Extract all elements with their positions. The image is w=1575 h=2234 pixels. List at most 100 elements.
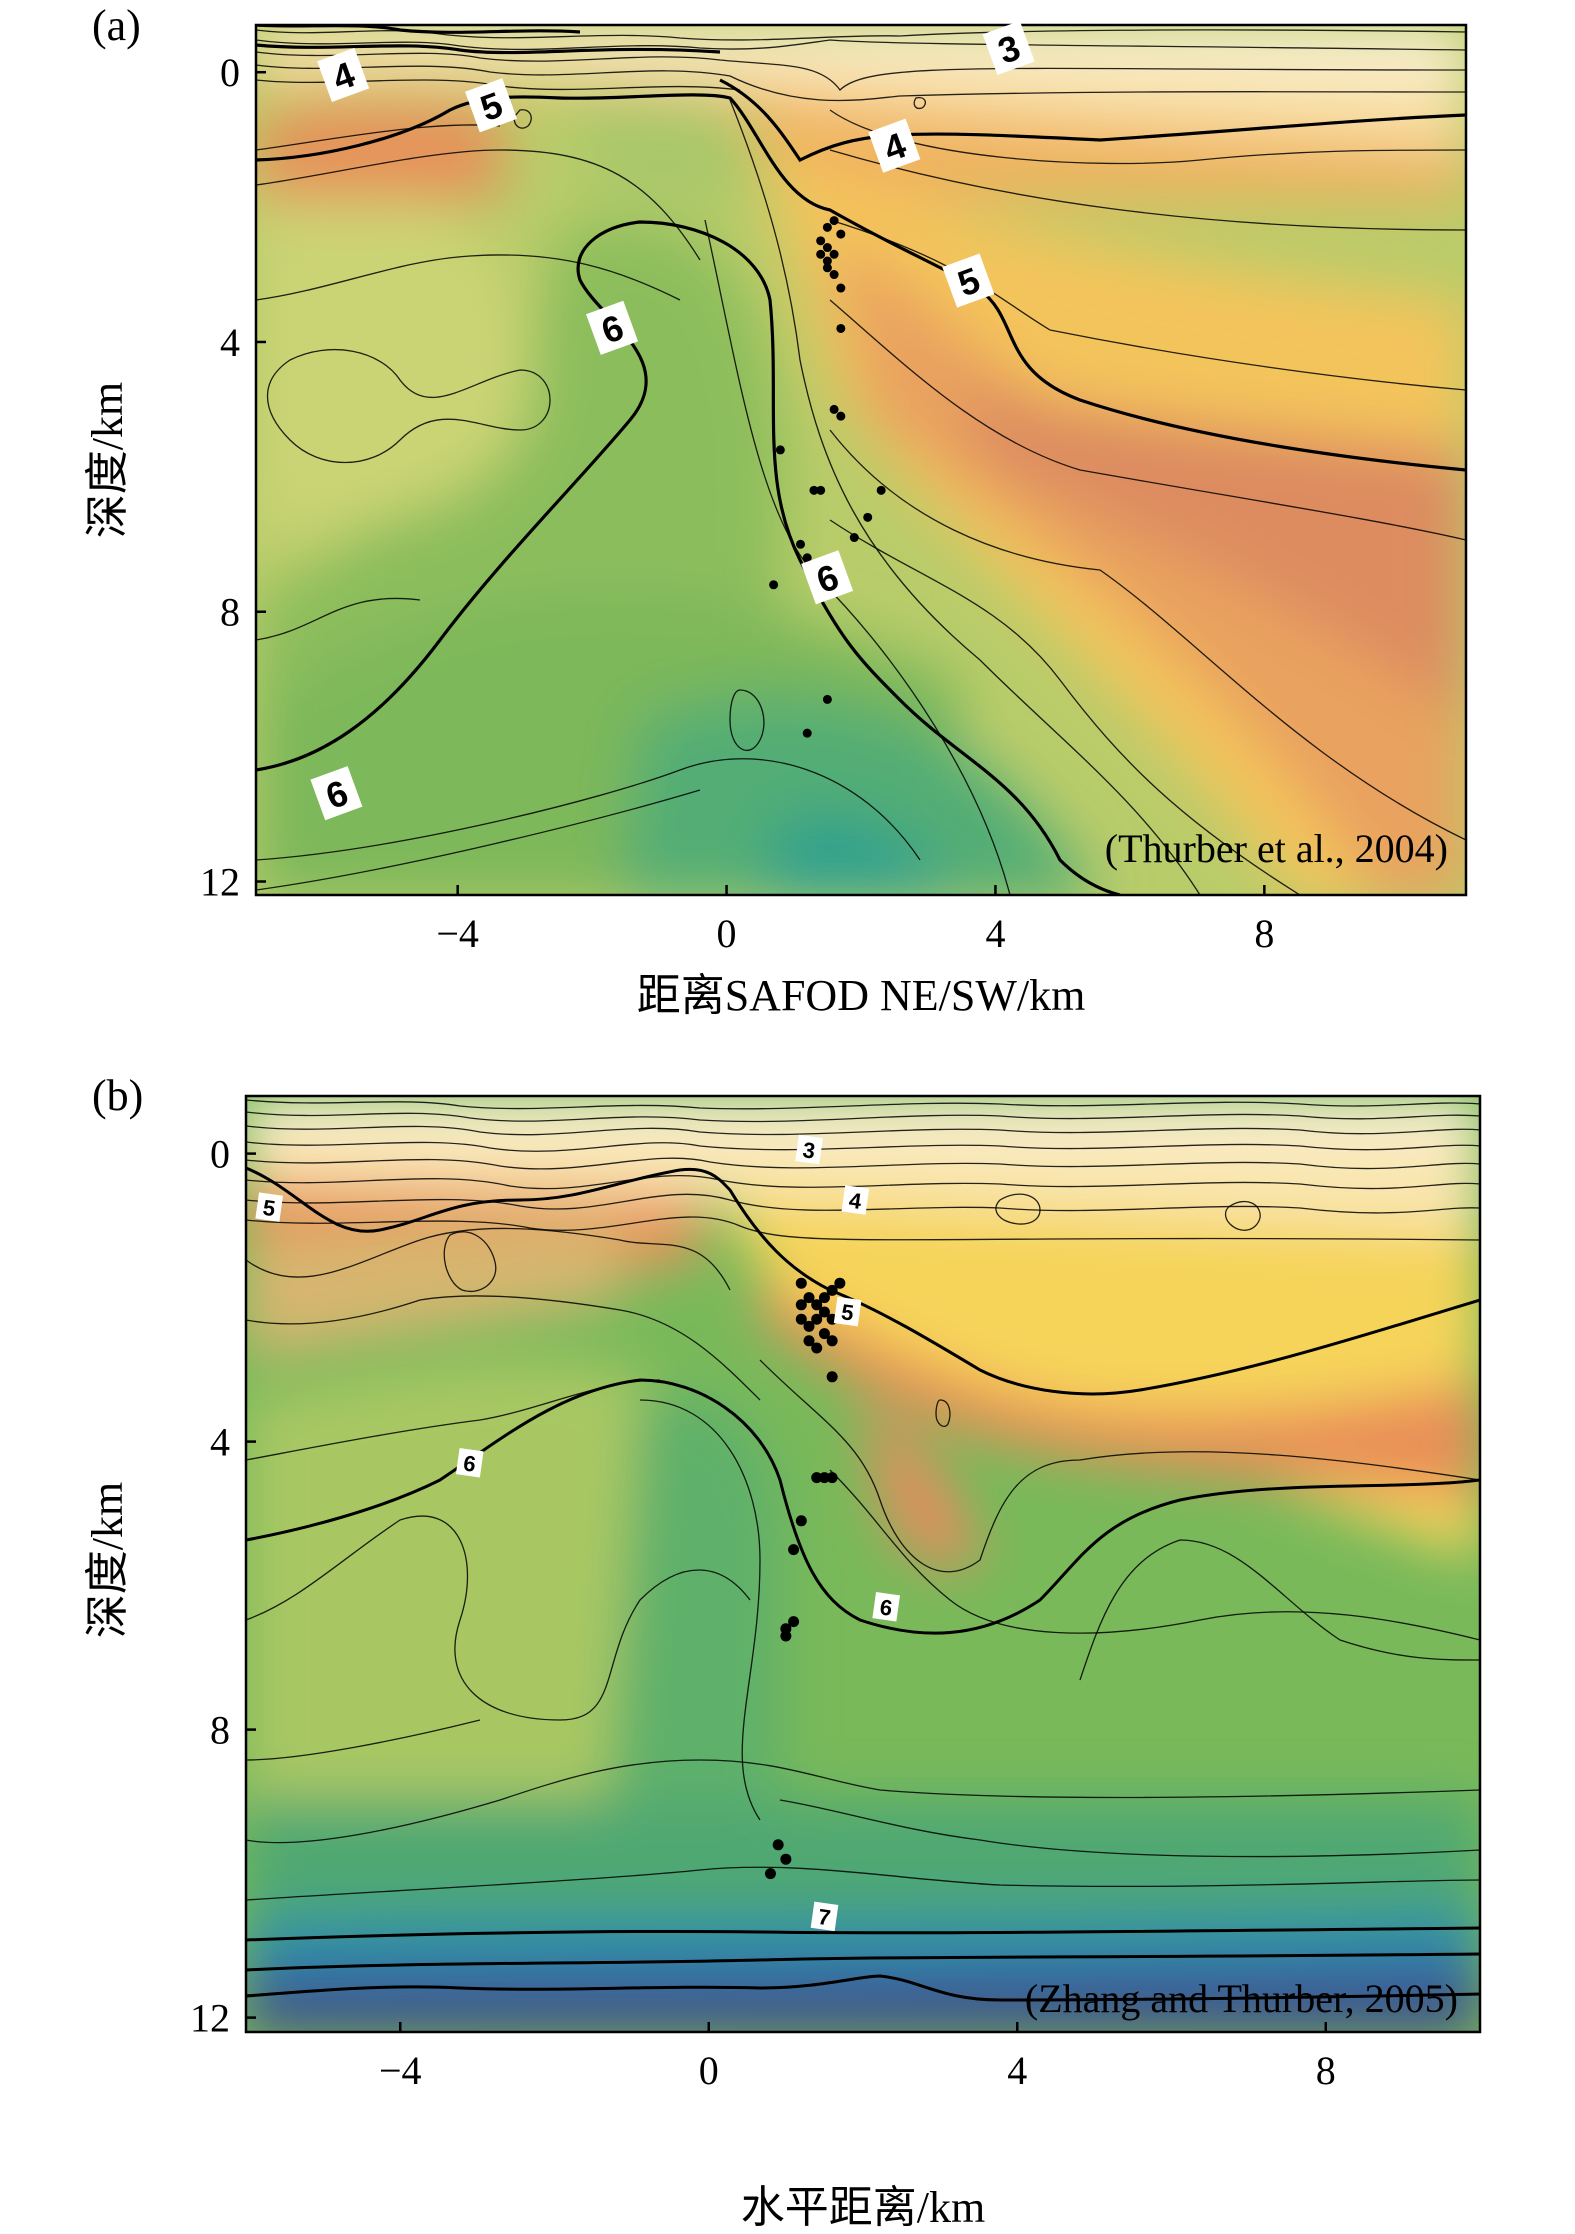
earthquake-point bbox=[822, 243, 832, 253]
earthquake-point bbox=[836, 283, 846, 293]
y-tick-label: 12 bbox=[190, 1996, 230, 2041]
earthquake-point bbox=[772, 1839, 784, 1851]
contour-label: 5 bbox=[833, 1296, 862, 1327]
earthquake-point bbox=[829, 216, 839, 226]
earthquake-point bbox=[780, 1853, 792, 1865]
svg-text:3: 3 bbox=[801, 1137, 817, 1163]
earthquake-point bbox=[764, 1868, 776, 1880]
earthquake-point bbox=[849, 533, 859, 543]
earthquake-point bbox=[826, 1472, 838, 1484]
earthquake-point bbox=[769, 580, 779, 590]
earthquake-point bbox=[822, 263, 832, 273]
earthquake-point bbox=[818, 1306, 830, 1318]
svg-text:7: 7 bbox=[817, 1904, 833, 1930]
earthquake-point bbox=[826, 1371, 838, 1383]
earthquake-point bbox=[816, 485, 826, 495]
earthquake-point bbox=[802, 553, 812, 563]
earthquake-point bbox=[788, 1616, 800, 1628]
svg-text:4: 4 bbox=[847, 1188, 863, 1215]
panel-a-y-axis-title: 深度/km bbox=[83, 382, 132, 538]
earthquake-point bbox=[811, 1299, 823, 1311]
contour-label: 6 bbox=[586, 300, 639, 355]
contour-label: 3 bbox=[795, 1134, 823, 1165]
earthquake-point bbox=[836, 229, 846, 239]
contour-label: 4 bbox=[317, 47, 370, 102]
y-tick-label: 0 bbox=[220, 50, 240, 95]
earthquake-point bbox=[826, 1284, 838, 1296]
x-tick-label: 0 bbox=[717, 911, 737, 956]
panel-a-velocity-field bbox=[256, 25, 1466, 895]
earthquake-point bbox=[811, 1472, 823, 1484]
x-tick-label: 0 bbox=[699, 2048, 719, 2093]
earthquake-point bbox=[780, 1623, 792, 1635]
x-tick-label: 8 bbox=[1316, 2048, 1336, 2093]
contour-label: 6 bbox=[455, 1448, 484, 1478]
panel-b-x-axis-title: 水平距离/km bbox=[741, 2183, 985, 2232]
contour-label: 5 bbox=[465, 78, 518, 133]
earthquake-point bbox=[836, 411, 846, 421]
earthquake-point bbox=[803, 1320, 815, 1332]
contour-label: 6 bbox=[872, 1592, 901, 1622]
y-tick-label: 8 bbox=[220, 590, 240, 635]
earthquake-point bbox=[795, 1299, 807, 1311]
x-tick-label: −4 bbox=[436, 911, 479, 956]
svg-text:5: 5 bbox=[840, 1299, 856, 1325]
earthquake-point bbox=[829, 404, 839, 414]
svg-text:6: 6 bbox=[878, 1594, 894, 1620]
earthquake-point bbox=[829, 249, 839, 259]
earthquake-point bbox=[822, 256, 832, 266]
panel-a-plot-frame bbox=[254, 23, 1468, 897]
panel-a-contour-labels: 3 4 4 5 5 6 6 6 bbox=[310, 20, 1035, 821]
panel-b-citation: (Zhang and Thurber, 2005) bbox=[1025, 1976, 1458, 2021]
y-tick-label: 4 bbox=[210, 1420, 230, 1465]
y-tick-label: 0 bbox=[210, 1132, 230, 1177]
earthquake-point bbox=[816, 236, 826, 246]
earthquake-point bbox=[834, 1277, 846, 1289]
panel-a-axes: −4 0 4 8 0 4 8 12 bbox=[200, 50, 1274, 956]
y-tick-label: 4 bbox=[220, 320, 240, 365]
earthquake-point bbox=[822, 694, 832, 704]
earthquake-point bbox=[863, 512, 873, 522]
earthquake-point bbox=[803, 1292, 815, 1304]
x-tick-label: 4 bbox=[1007, 2048, 1027, 2093]
contour-label: 4 bbox=[868, 118, 921, 173]
earthquake-point bbox=[795, 1277, 807, 1289]
panel-b-velocity-field bbox=[246, 1096, 1480, 2032]
panel-b-y-axis-title: 深度/km bbox=[83, 1482, 132, 1638]
earthquake-point bbox=[818, 1472, 830, 1484]
contour-label: 5 bbox=[255, 1192, 284, 1222]
contour-label: 4 bbox=[841, 1185, 870, 1215]
earthquake-point bbox=[811, 1313, 823, 1325]
panel-a-x-axis-title: 距离SAFOD NE/SW/km bbox=[637, 971, 1086, 1020]
earthquake-point bbox=[788, 1544, 800, 1556]
earthquake-point bbox=[818, 1328, 830, 1340]
earthquake-point bbox=[836, 323, 846, 333]
panel-b-axes: −4 0 4 8 0 4 8 12 bbox=[190, 1132, 1336, 2093]
earthquake-point bbox=[876, 485, 886, 495]
x-tick-label: −4 bbox=[379, 2048, 422, 2093]
contour-label: 7 bbox=[810, 1901, 839, 1932]
panel-a-label: (a) bbox=[92, 1, 141, 50]
panel-a-earthquakes bbox=[769, 216, 886, 738]
contour-label: 6 bbox=[801, 550, 854, 605]
earthquake-point bbox=[795, 1515, 807, 1527]
panel-b-label: (b) bbox=[92, 1071, 143, 1120]
contour-label: 6 bbox=[310, 766, 363, 821]
earthquake-point bbox=[802, 728, 812, 738]
panel-a: (a) bbox=[83, 1, 1468, 1020]
earthquake-point bbox=[775, 445, 785, 455]
y-tick-label: 12 bbox=[200, 860, 240, 905]
earthquake-point bbox=[809, 485, 819, 495]
earthquake-point bbox=[816, 249, 826, 259]
earthquake-point bbox=[811, 1342, 823, 1354]
earthquake-point bbox=[818, 1292, 830, 1304]
earthquake-point bbox=[795, 1313, 807, 1325]
y-tick-label: 8 bbox=[210, 1708, 230, 1753]
contour-label: 5 bbox=[942, 253, 995, 308]
x-tick-label: 4 bbox=[985, 911, 1005, 956]
panel-b-plot-frame bbox=[244, 1094, 1482, 2034]
svg-text:6: 6 bbox=[462, 1450, 478, 1476]
panel-b-earthquakes bbox=[764, 1277, 846, 1880]
svg-text:5: 5 bbox=[261, 1195, 277, 1221]
panel-b-contour-labels: 3 4 5 6 6 5 7 bbox=[255, 1134, 901, 1932]
